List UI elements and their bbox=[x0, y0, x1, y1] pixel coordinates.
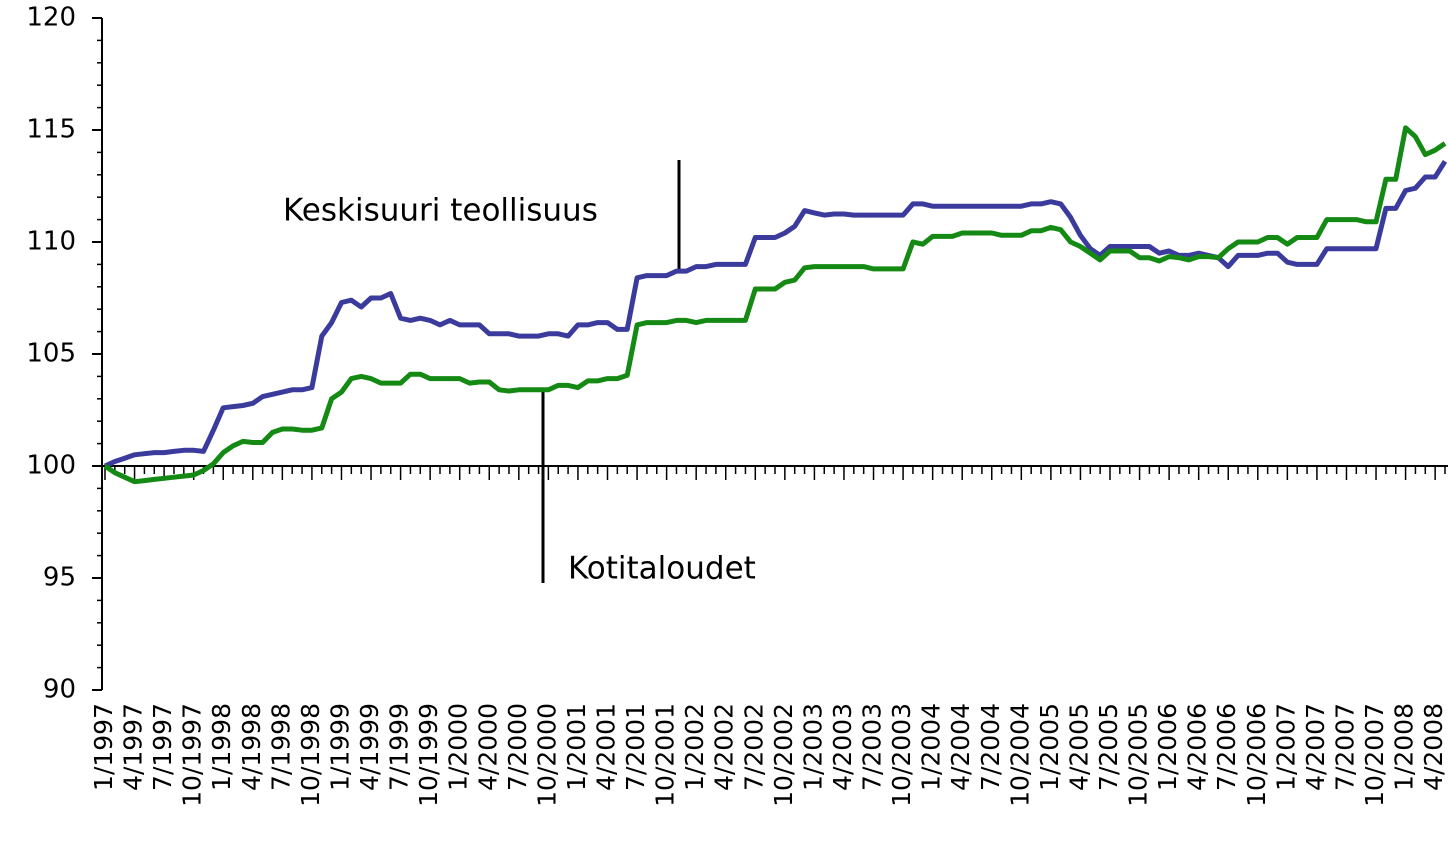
x-tick-label: 1/2006 bbox=[1153, 703, 1182, 791]
x-tick-label: 10/2004 bbox=[1005, 703, 1034, 807]
x-tick-label: 10/2001 bbox=[651, 703, 680, 807]
x-tick-label: 10/2002 bbox=[769, 703, 798, 807]
x-tick-label: 1/2005 bbox=[1035, 703, 1064, 791]
x-tick-label: 7/2007 bbox=[1330, 703, 1359, 791]
x-tick-label: 7/2003 bbox=[858, 703, 887, 791]
x-tick-label: 4/2001 bbox=[592, 703, 621, 791]
x-tick-label: 4/2000 bbox=[473, 703, 502, 791]
x-tick-label: 10/1999 bbox=[414, 703, 443, 807]
annotation: Kotitaloudet bbox=[568, 551, 756, 587]
x-tick-label: 10/2000 bbox=[532, 703, 561, 807]
x-tick-label: 1/2002 bbox=[680, 703, 709, 791]
annotation: Keskisuuri teollisuus bbox=[283, 193, 598, 229]
x-tick-label: 4/2008 bbox=[1419, 703, 1448, 791]
y-tick-label: 90 bbox=[43, 675, 76, 705]
x-tick-label: 1/2004 bbox=[917, 703, 946, 791]
x-tick-label: 1/1997 bbox=[89, 703, 118, 791]
x-tick-label: 7/2006 bbox=[1212, 703, 1241, 791]
x-tick-label: 7/1999 bbox=[385, 703, 414, 791]
x-tick-label: 1/2003 bbox=[798, 703, 827, 791]
x-tick-label: 1/2001 bbox=[562, 703, 591, 791]
x-tick-label: 7/2002 bbox=[739, 703, 768, 791]
x-tick-label: 10/1998 bbox=[296, 703, 325, 807]
x-tick-label: 7/1998 bbox=[266, 703, 295, 791]
y-tick-label: 95 bbox=[43, 563, 76, 593]
y-tick-label: 115 bbox=[26, 115, 76, 145]
y-tick-label: 120 bbox=[26, 3, 76, 33]
x-tick-label: 7/1997 bbox=[148, 703, 177, 791]
x-tick-label: 4/1997 bbox=[119, 703, 148, 791]
y-tick-label: 105 bbox=[26, 339, 76, 369]
x-tick-label: 7/2004 bbox=[976, 703, 1005, 791]
y-tick-label: 110 bbox=[26, 227, 76, 257]
x-tick-label: 1/2000 bbox=[444, 703, 473, 791]
x-tick-label: 7/2001 bbox=[621, 703, 650, 791]
x-tick-label: 4/2006 bbox=[1183, 703, 1212, 791]
x-tick-label: 4/2002 bbox=[710, 703, 739, 791]
x-tick-label: 10/2006 bbox=[1242, 703, 1271, 807]
x-tick-label: 7/2005 bbox=[1094, 703, 1123, 791]
x-tick-label: 1/1998 bbox=[207, 703, 236, 791]
x-tick-label: 4/2005 bbox=[1064, 703, 1093, 791]
series-line bbox=[103, 125, 1447, 485]
x-tick-label: 7/2000 bbox=[503, 703, 532, 791]
x-tick-label: 10/2007 bbox=[1360, 703, 1389, 807]
x-tick-label: 1/2007 bbox=[1271, 703, 1300, 791]
x-tick-label: 10/2005 bbox=[1124, 703, 1153, 807]
x-tick-label: 10/1997 bbox=[178, 703, 207, 807]
x-tick-label: 4/2007 bbox=[1301, 703, 1330, 791]
x-tick-label: 1/1999 bbox=[325, 703, 354, 791]
x-tick-label: 1/2008 bbox=[1390, 703, 1419, 791]
series-line bbox=[103, 160, 1448, 469]
x-tick-label: 4/2003 bbox=[828, 703, 857, 791]
y-tick-label: 100 bbox=[26, 451, 76, 481]
x-tick-label: 10/2003 bbox=[887, 703, 916, 807]
x-tick-label: 4/1998 bbox=[237, 703, 266, 791]
x-tick-label: 4/1999 bbox=[355, 703, 384, 791]
x-tick-label: 4/2004 bbox=[946, 703, 975, 791]
